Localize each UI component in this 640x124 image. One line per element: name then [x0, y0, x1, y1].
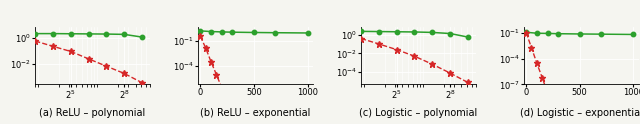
Text: (d) Logistic – exponential: (d) Logistic – exponential [520, 108, 640, 118]
Text: (b) ReLU – exponential: (b) ReLU – exponential [200, 108, 310, 118]
Text: (a) ReLU – polynomial: (a) ReLU – polynomial [40, 108, 146, 118]
Text: (c) Logistic – polynomial: (c) Logistic – polynomial [359, 108, 477, 118]
